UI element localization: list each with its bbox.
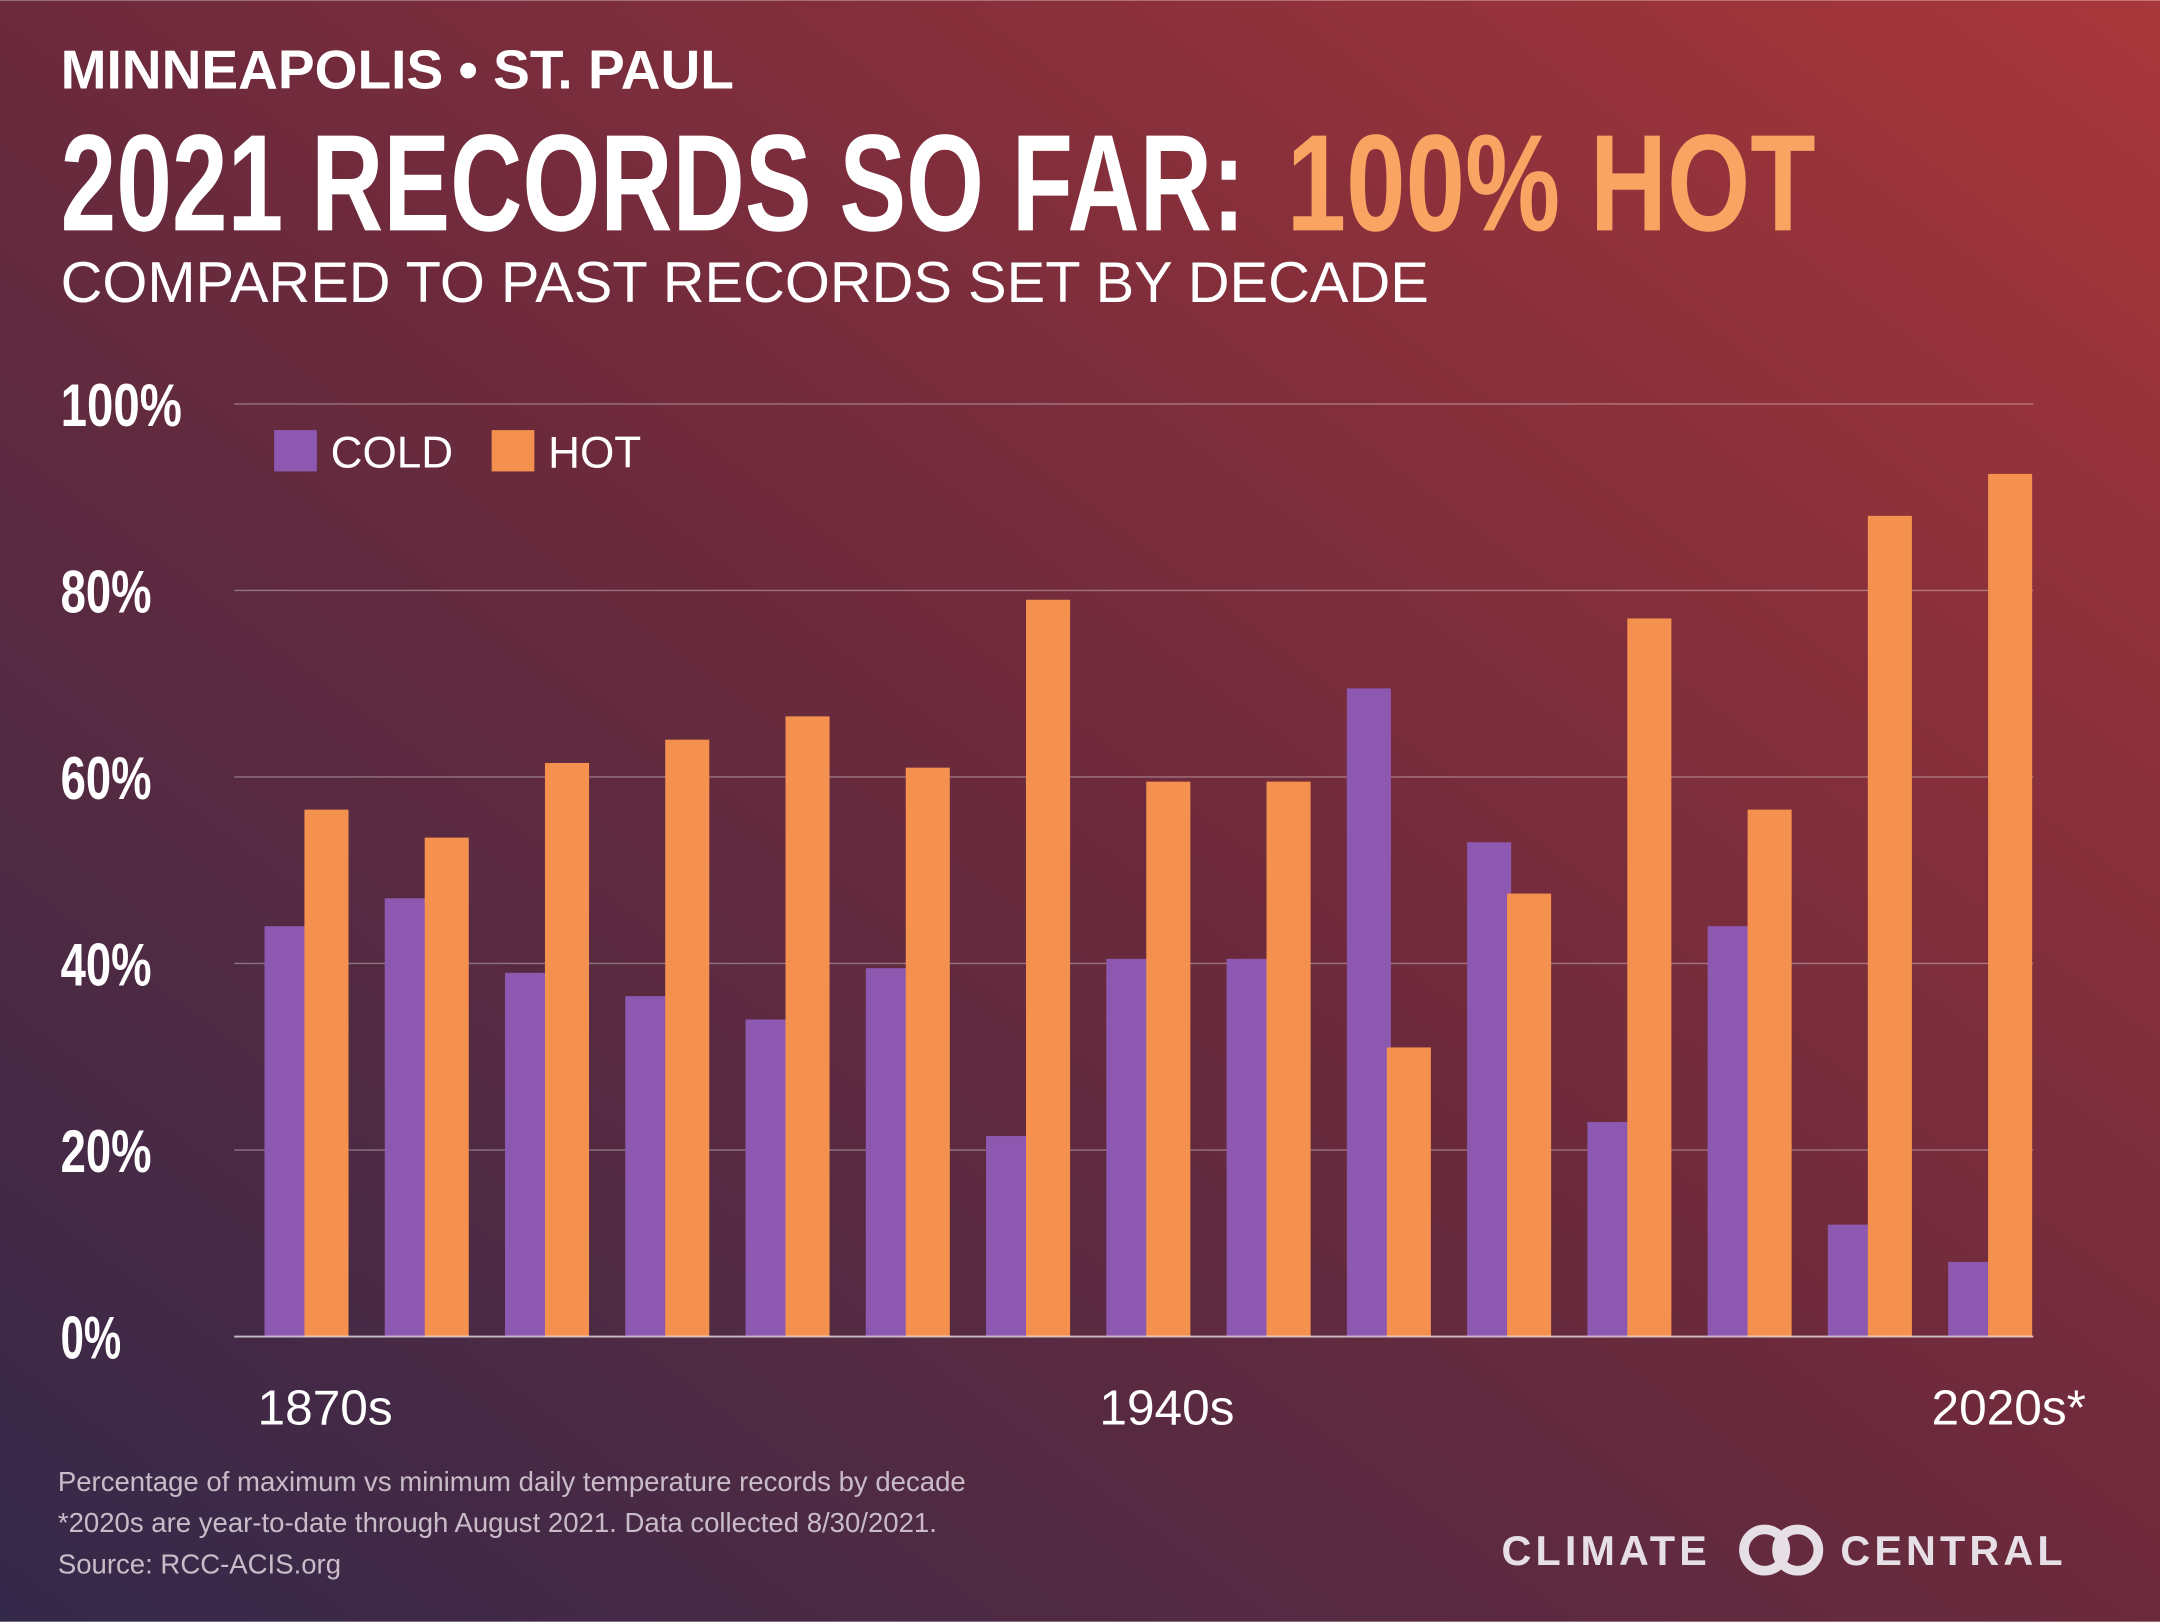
bar — [1386, 1047, 1431, 1337]
bar — [1988, 473, 2033, 1337]
x-tick-label: 2020s* — [1932, 1380, 2086, 1436]
subtitle: COMPARED TO PAST RECORDS SET BY DECADE — [61, 251, 1429, 315]
bar — [1948, 1261, 1993, 1337]
bar — [264, 926, 309, 1337]
bar — [1266, 781, 1311, 1337]
chart-title: 2021 RECORDS SO FAR: 100% HOT — [61, 106, 1816, 260]
bar — [424, 837, 469, 1337]
title-highlight: 100% HOT — [1287, 106, 1816, 260]
legend-swatch — [491, 430, 535, 472]
bar — [625, 996, 670, 1337]
title: 2021 RECORDS SO FAR: — [61, 106, 1246, 260]
bar — [785, 716, 830, 1337]
legend-label: COLD — [331, 428, 453, 477]
location: MINNEAPOLIS • ST. PAUL — [61, 38, 734, 100]
bar — [1146, 781, 1191, 1337]
y-tick-label: 80% — [61, 557, 152, 625]
bar — [1026, 599, 1071, 1337]
bar — [304, 809, 349, 1337]
footnote: *2020s are year-to-date through August 2… — [58, 1507, 937, 1538]
bar — [1346, 688, 1391, 1337]
bar — [384, 898, 429, 1337]
logo-icon — [1772, 1524, 1824, 1576]
y-tick-label: 0% — [61, 1304, 122, 1372]
x-tick-label: 1870s — [258, 1380, 393, 1436]
y-tick-label: 100% — [61, 371, 182, 439]
bar — [665, 739, 710, 1337]
x-tick-label: 1940s — [1099, 1380, 1234, 1436]
footnote: Percentage of maximum vs minimum daily t… — [58, 1466, 966, 1497]
bar — [1106, 958, 1151, 1337]
bar — [1467, 842, 1512, 1337]
bar — [1507, 893, 1552, 1337]
logo-text: CLIMATE — [1502, 1528, 1711, 1574]
footnote: Source: RCC-ACIS.org — [58, 1548, 341, 1579]
legend-label: HOT — [548, 428, 641, 477]
bar — [1587, 1122, 1632, 1337]
bar — [905, 767, 950, 1337]
bar — [1867, 515, 1912, 1337]
y-tick-label: 20% — [61, 1117, 152, 1185]
bar — [1747, 809, 1792, 1337]
logo-text: CENTRAL — [1840, 1528, 2066, 1574]
bar — [1627, 618, 1672, 1337]
bar — [745, 1019, 790, 1337]
bar — [986, 1136, 1031, 1337]
bar — [544, 762, 590, 1337]
legend-swatch — [274, 430, 317, 472]
y-tick-label: 60% — [61, 744, 152, 812]
bar — [1827, 1224, 1872, 1337]
logo-icon — [1739, 1524, 1791, 1576]
bar — [865, 968, 910, 1337]
bar — [1226, 958, 1271, 1337]
bar — [1707, 926, 1752, 1337]
y-tick-label: 40% — [61, 931, 152, 999]
bar — [505, 972, 550, 1337]
